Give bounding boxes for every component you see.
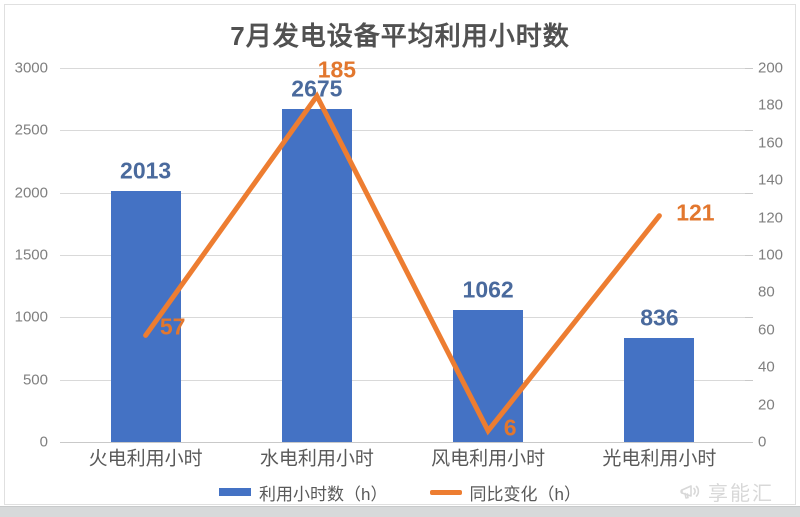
- left-axis-tick-label: 2000: [14, 184, 48, 202]
- right-axis-tick: [745, 317, 753, 319]
- right-axis-tick-label: 20: [758, 396, 775, 414]
- category-label: 风电利用小时: [431, 448, 546, 470]
- line-series-swatch-icon: [429, 489, 462, 495]
- right-axis-tick: [745, 379, 753, 381]
- right-axis-tick: [745, 130, 753, 132]
- right-axis-tick-label: 160: [758, 134, 784, 152]
- left-axis-tick-label: 500: [22, 371, 48, 389]
- right-axis-tick: [745, 255, 753, 256]
- category-label: 火电利用小时: [88, 448, 203, 470]
- bar-光电利用小时: [624, 337, 695, 442]
- watermark-text: 享能汇: [708, 483, 774, 505]
- right-axis-tick-label: 180: [758, 96, 784, 114]
- bar-value-label: 2675: [291, 75, 343, 102]
- right-axis-tick-label: 80: [758, 283, 775, 301]
- bar-value-label: 1062: [462, 276, 514, 303]
- right-axis-tick-label: 140: [758, 171, 784, 189]
- right-axis-tick-label: 120: [758, 209, 784, 227]
- right-axis-tick-label: 200: [758, 59, 784, 77]
- gridline: [60, 68, 745, 69]
- megaphone-icon: [680, 484, 700, 499]
- bar-value-label: 2013: [120, 157, 172, 184]
- bar-水电利用小时: [281, 108, 352, 442]
- left-axis-tick-label: 1500: [14, 246, 48, 264]
- right-axis-tick: [745, 442, 753, 443]
- right-axis-tick: [745, 68, 753, 69]
- left-axis-tick-label: 2500: [14, 121, 48, 139]
- left-axis-tick-label: 0: [39, 433, 48, 451]
- bar-series-swatch-icon: [219, 488, 252, 496]
- line-value-label: 121: [676, 199, 715, 226]
- line-value-label: 57: [159, 313, 186, 340]
- left-axis-tick-label: 3000: [14, 59, 48, 77]
- legend-label-bar-series: 利用小时数（h）: [259, 484, 388, 504]
- chart-legend: 利用小时数（h） 同比变化（h）: [0, 480, 800, 505]
- gridline: [60, 442, 745, 443]
- left-axis-tick-label: 1000: [14, 308, 48, 326]
- bar-value-label: 836: [640, 304, 679, 331]
- legend-item-bar-series: 利用小时数（h）: [219, 480, 388, 505]
- category-label: 光电利用小时: [602, 448, 717, 470]
- right-axis-tick-label: 100: [758, 246, 784, 264]
- line-value-label: 185: [317, 56, 357, 83]
- gridline: [60, 130, 745, 132]
- category-label: 水电利用小时: [259, 448, 374, 470]
- legend-item-line-series: 同比变化（h）: [429, 480, 581, 505]
- right-axis-tick-label: 0: [758, 433, 767, 451]
- chart-title: 7月发电设备平均利用小时数: [230, 21, 570, 51]
- right-axis-tick: [745, 192, 753, 194]
- page-bottom-band: [0, 506, 800, 517]
- right-axis-tick-label: 40: [758, 358, 775, 376]
- right-axis-tick-label: 60: [758, 321, 775, 339]
- line-value-label: 6: [503, 414, 517, 441]
- watermark: 享能汇: [678, 477, 774, 506]
- legend-label-line-series: 同比变化（h）: [469, 484, 581, 504]
